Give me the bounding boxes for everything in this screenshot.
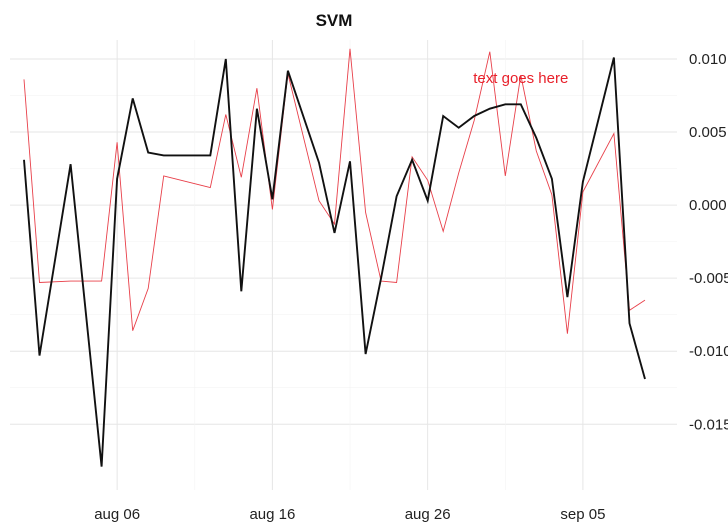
y-tick-label: 0.005 [689, 124, 727, 141]
series-line-red [23, 48, 646, 334]
x-tick-label: aug 16 [249, 506, 295, 522]
y-tick-label: -0.005 [689, 270, 728, 287]
chart-annotation: text goes here [473, 70, 568, 87]
y-tick-label: -0.010 [689, 343, 728, 360]
x-tick-label: aug 06 [94, 506, 140, 522]
series-line-black [23, 57, 646, 467]
y-tick-label: 0.010 [689, 51, 727, 68]
grid [10, 40, 677, 490]
y-tick-label: -0.015 [689, 416, 728, 433]
x-tick-label: sep 05 [560, 506, 605, 522]
chart-title: SVM [316, 11, 353, 30]
y-axis-ticks: 0.010 0.005 0.000 -0.005 -0.010 -0.015 [689, 51, 728, 433]
x-tick-label: aug 26 [405, 506, 451, 522]
y-tick-label: 0.000 [689, 197, 727, 214]
series-layer [23, 48, 646, 467]
x-axis-ticks: aug 06 aug 16 aug 26 sep 05 [94, 506, 605, 522]
